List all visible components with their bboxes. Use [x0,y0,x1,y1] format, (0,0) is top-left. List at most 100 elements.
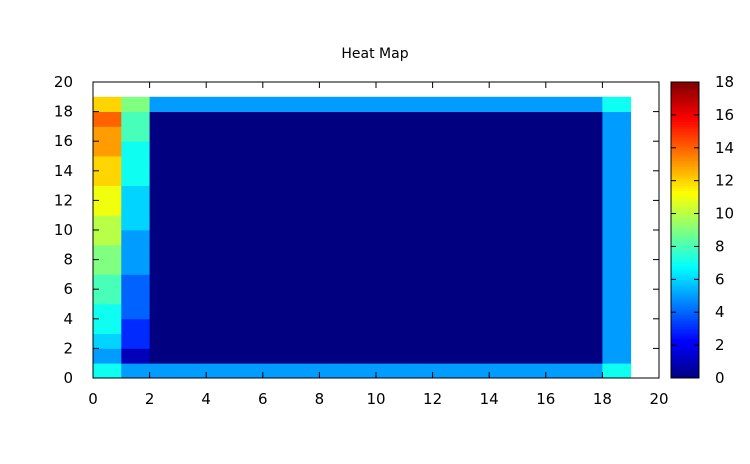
heatmap-cell [574,230,603,246]
heatmap-cell [149,200,179,216]
heatmap-cell [376,318,405,334]
heatmap-cell [517,274,547,290]
colorbar-tick-label: 14 [715,139,734,157]
heatmap-cell [177,156,207,172]
heatmap-cell [602,185,632,201]
heatmap-cell [517,156,547,172]
heatmap-cell [376,215,405,231]
colorbar-tick-label: 18 [715,73,734,91]
heatmap-cell [206,200,235,216]
colorbar-band [671,225,699,229]
colorbar-band [671,89,699,93]
heatmap-cell [460,304,490,320]
heatmap-cell [347,215,377,231]
heatmap-cell [404,200,433,216]
heatmap-cell [121,274,150,290]
heatmap-cell [347,96,377,112]
colorbar-tick-label: 2 [715,336,725,354]
heatmap-cell [432,126,462,142]
colorbar-band [671,269,699,273]
colorbar-band [671,121,699,125]
heatmap-cell [291,96,320,112]
colorbar-band [671,217,699,221]
colorbar-band [671,94,699,98]
heatmap-cell [574,259,603,275]
heatmap-cell [319,170,349,186]
heatmap-cell [376,111,405,127]
heatmap-cell [574,170,603,186]
heatmap-cell [234,141,264,157]
colorbar-band [671,328,699,332]
colorbar-band [671,185,699,189]
colorbar-tick-label: 8 [715,237,725,255]
heatmap-cell [489,126,518,142]
heatmap-cell [319,244,349,260]
heatmap-cell [404,185,433,201]
heatmap-cell [545,126,575,142]
heatmap-cell [545,318,575,334]
heatmap-cell [319,274,349,290]
heatmap-cell [93,215,122,231]
x-tick-label: 10 [366,390,385,408]
heatmap-cell [574,156,603,172]
heatmap-cell [517,230,547,246]
heatmap-cell [262,348,292,364]
heatmap-cell [234,111,264,127]
heatmap-cell [177,126,207,142]
heatmap-cell [432,244,462,260]
colorbar-band [671,175,699,179]
heatmap-cell [234,244,264,260]
colorbar-band [671,116,699,120]
heatmap-cell [262,156,292,172]
heatmap-cell [319,111,349,127]
heatmap-cell [206,230,235,246]
heatmap-cell [291,274,320,290]
colorbar-band [671,343,699,347]
heatmap-cell [319,185,349,201]
colorbar-band [671,133,699,137]
heatmap-cell [149,318,179,334]
heatmap-cell [234,348,264,364]
heatmap-cell [291,215,320,231]
heatmap-cell [432,333,462,349]
colorbar-band [671,160,699,164]
heatmap-cell [545,274,575,290]
y-axis: 0 2 4 6 8 10 12 14 16 18 20 [54,73,659,387]
colorbar-band [671,271,699,275]
heatmap-cell [489,185,518,201]
heatmap-cell [404,244,433,260]
heatmap-cell [489,259,518,275]
colorbar-band [671,234,699,238]
heatmap-cell [545,259,575,275]
heatmap-cell [489,274,518,290]
heatmap-cell [262,185,292,201]
heatmap-cell [262,215,292,231]
heatmap-cell [602,304,632,320]
heatmap-cell [319,304,349,320]
colorbar-band [671,190,699,194]
heatmap-cell [460,244,490,260]
heatmap-cell [404,348,433,364]
heatmap-cell [149,274,179,290]
heatmap-cell [404,363,433,379]
x-tick-label: 4 [201,390,211,408]
heatmap-cell [93,348,122,364]
heatmap-cell [574,185,603,201]
heatmap-cell [517,96,547,112]
colorbar-band [671,279,699,283]
colorbar-band [671,119,699,122]
colorbar-band [671,267,699,270]
heatmap-cell [602,333,632,349]
heatmap-cell [177,244,207,260]
heatmap-cell [404,215,433,231]
heatmap-cell [489,156,518,172]
colorbar-band [671,156,699,159]
heatmap-cell [262,289,292,305]
heatmap-cell [460,348,490,364]
heatmap-cell [574,141,603,157]
heatmap-cell [517,111,547,127]
colorbar-band [671,148,699,152]
heatmap-cell [489,111,518,127]
heatmap-cell [460,230,490,246]
